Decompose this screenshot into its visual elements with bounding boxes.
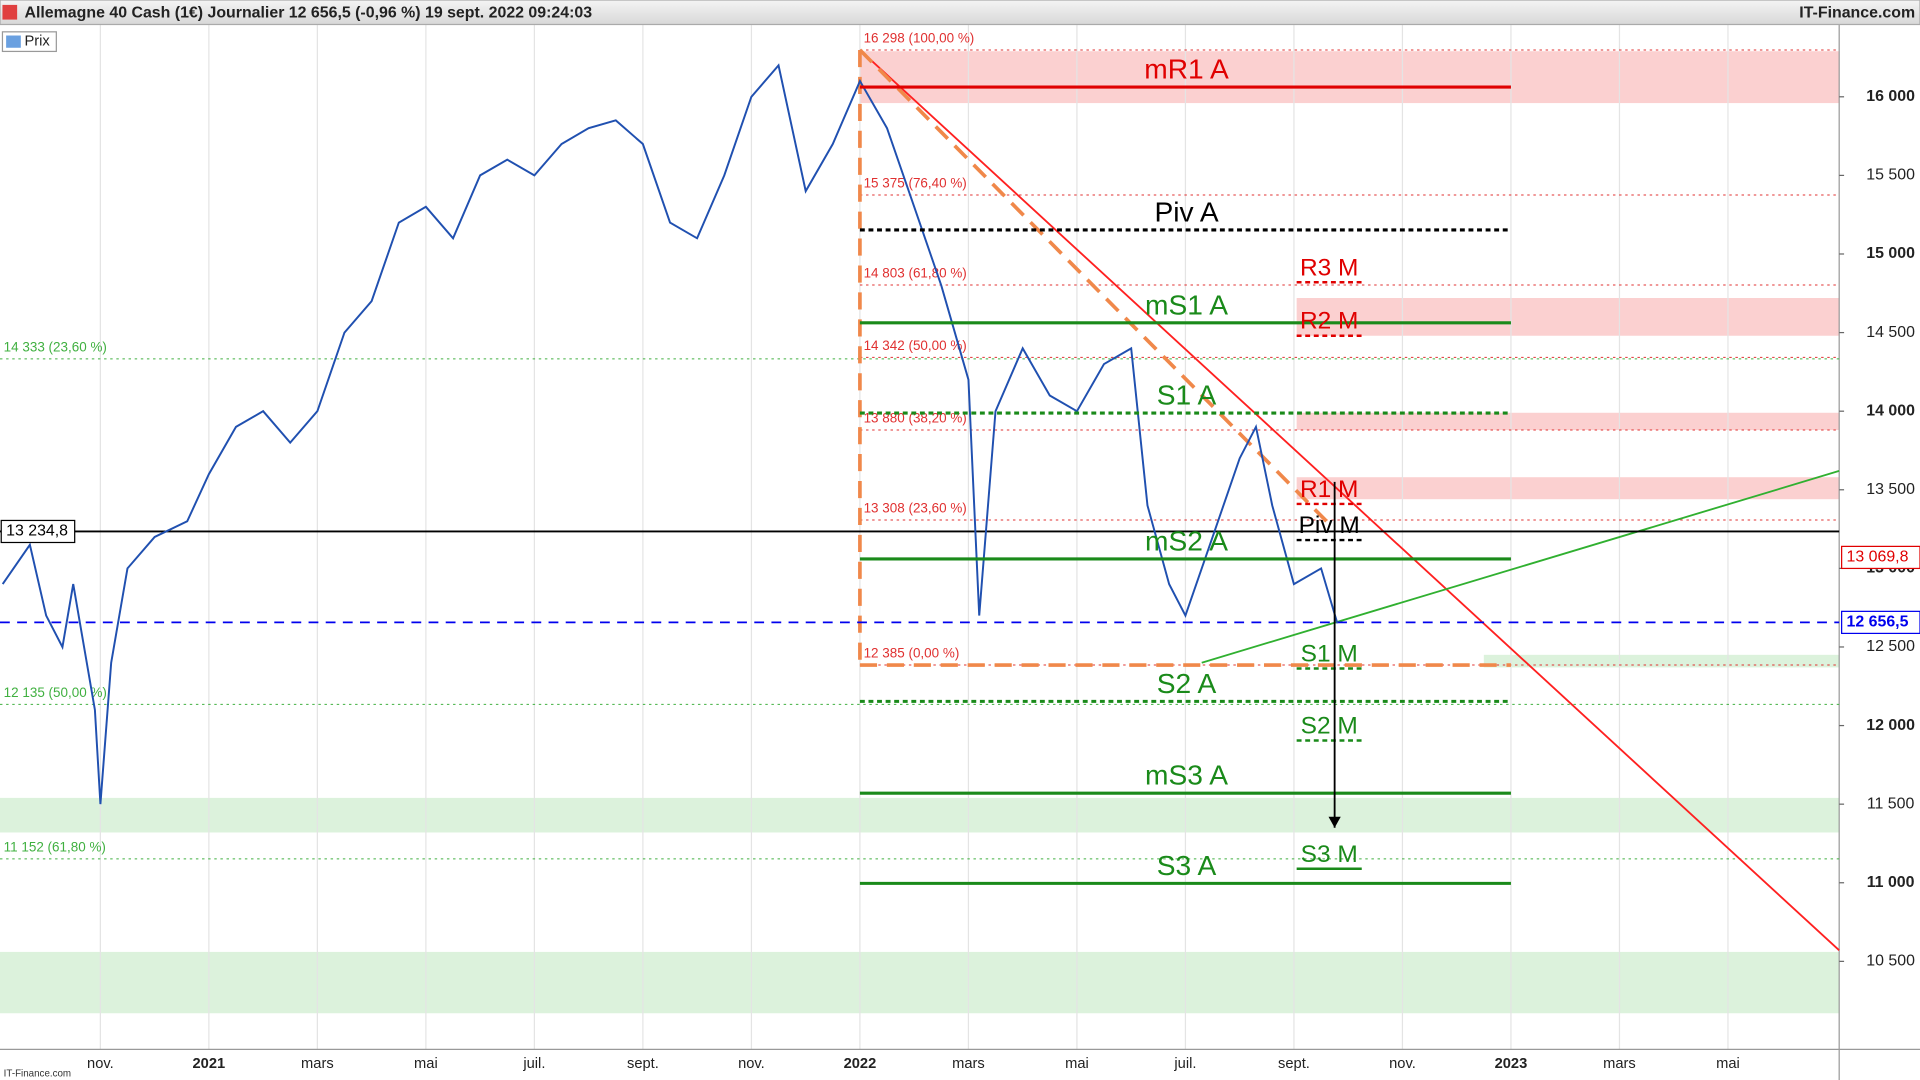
y-tick-label: 10 500: [1866, 953, 1915, 970]
zone: [1483, 654, 1840, 668]
y-tick-label: 12 500: [1866, 638, 1915, 655]
level-label: S3 M: [1301, 841, 1358, 868]
y-tick-label: 14 000: [1866, 402, 1915, 419]
x-tick-label: nov.: [87, 1056, 114, 1072]
price-line: [1, 63, 1339, 805]
level-label: R3 M: [1300, 254, 1358, 281]
price-tag: [0, 519, 76, 544]
x-tick-label: nov.: [1389, 1056, 1416, 1072]
arrow-head: [1328, 816, 1341, 828]
fib-label: 13 308 (23,60 %): [864, 501, 967, 516]
x-tick-label: mai: [1716, 1056, 1740, 1072]
level-label: mR1 A: [1144, 54, 1229, 85]
x-tick-label: juil.: [1173, 1056, 1196, 1072]
legend-label: Prix: [24, 34, 50, 50]
y-tick-label: 11 500: [1867, 795, 1915, 812]
y-tick-label: 13 500: [1866, 481, 1915, 498]
price-tag-label: 13 069,8: [1847, 549, 1909, 566]
price-tag: [1841, 545, 1920, 570]
x-tick-label: mai: [1065, 1056, 1089, 1072]
y-tick-label: 11 000: [1867, 874, 1915, 891]
x-tick-label: mars: [301, 1056, 334, 1072]
zone: [0, 797, 1840, 833]
x-tick-label: mars: [952, 1056, 985, 1072]
level-label: R1 M: [1300, 476, 1358, 503]
y-tick-label: 16 000: [1866, 88, 1915, 105]
x-tick-label: 2023: [1495, 1056, 1528, 1072]
zone: [1296, 477, 1840, 500]
plot-area: nov. 2021 mars mai juil. sept. nov. 2022 mars mai…: [0, 24, 1920, 1080]
y-tick-label: 12 000: [1866, 717, 1915, 734]
level-label: S1 A: [1157, 380, 1217, 411]
header-bar: [0, 0, 1920, 26]
legend-swatch: [6, 35, 21, 48]
y-tick-label: 15 000: [1866, 245, 1915, 262]
x-tick-label: juil.: [522, 1056, 545, 1072]
price-tag-label: 12 656,5: [1847, 614, 1909, 631]
level-label: S1 M: [1301, 641, 1358, 668]
source: IT-Finance.com: [1799, 5, 1915, 22]
trendline: [859, 49, 1840, 952]
fib-label: 15 375 (76,40 %): [864, 176, 967, 191]
x-tick-label: mars: [1603, 1056, 1636, 1072]
level-label: R2 M: [1300, 308, 1358, 335]
fib-label: 12 135 (50,00 %): [4, 685, 107, 700]
price-tag-label: 13 234,8: [6, 523, 68, 540]
level-label: mS1 A: [1145, 289, 1228, 320]
fib-label: 14 803 (61,80 %): [864, 266, 967, 281]
fib-label: 16 298 (100,00 %): [864, 30, 975, 45]
x-tick-label: sept.: [1278, 1056, 1310, 1072]
fib-label: 11 152 (61,80 %): [4, 839, 106, 854]
fib-label: 14 342 (50,00 %): [864, 338, 967, 353]
chart-title: Allemagne 40 Cash (1€) Journalier 12 656…: [24, 5, 592, 22]
level-label: Piv A: [1154, 196, 1218, 227]
y-tick-label: 14 500: [1866, 324, 1915, 341]
zone: [859, 51, 1840, 104]
level-label: S2 A: [1157, 668, 1217, 699]
zone: [1296, 298, 1840, 336]
logo: [2, 4, 18, 20]
zone: [0, 951, 1840, 1014]
level-label: mS2 A: [1145, 525, 1228, 556]
level-label: Piv M: [1299, 512, 1360, 539]
x-tick-label: 2022: [844, 1056, 877, 1072]
y-tick-label: 15 500: [1866, 167, 1915, 184]
x-tick-label: sept.: [627, 1056, 659, 1072]
trendline: [1201, 470, 1840, 664]
level-label: S3 A: [1157, 850, 1217, 881]
level-label: mS3 A: [1145, 760, 1228, 791]
footer: IT-Finance.com: [4, 1068, 71, 1079]
level-label: S2 M: [1301, 713, 1358, 740]
zone: [1296, 412, 1840, 431]
fib-label: 14 333 (23,60 %): [4, 339, 107, 354]
x-tick-label: 2021: [193, 1056, 226, 1072]
x-tick-label: nov.: [738, 1056, 765, 1072]
price-tag: [1841, 610, 1920, 635]
x-tick-label: mai: [414, 1056, 438, 1072]
fib-label: 12 385 (0,00 %): [864, 646, 960, 661]
